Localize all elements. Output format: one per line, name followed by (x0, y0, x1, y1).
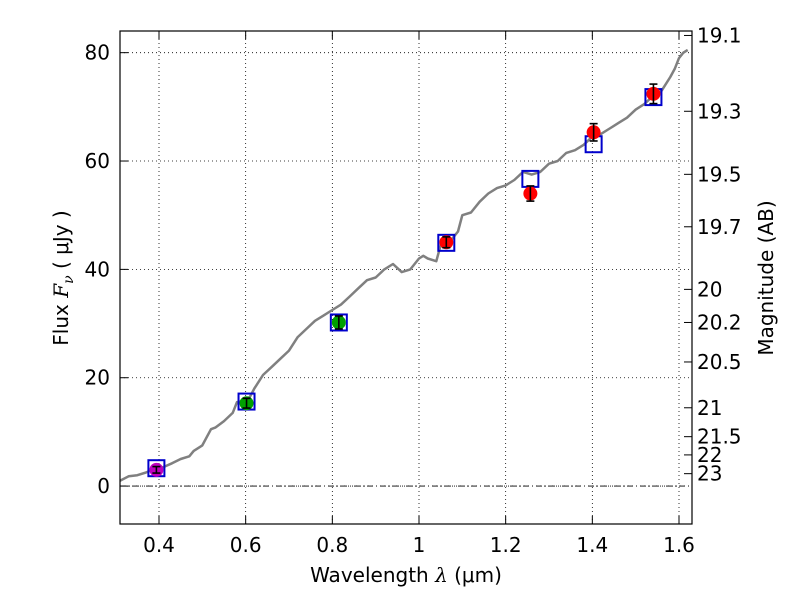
y2-axis-title: Magnitude (AB) (754, 200, 778, 355)
x-tick-label: 1 (413, 533, 426, 557)
plot-area (119, 48, 689, 482)
y2-tick-label: 21 (697, 396, 722, 420)
spectrum-line (119, 48, 689, 482)
x-tick-label: 1.6 (663, 533, 695, 557)
model-photometry-square (329, 313, 348, 332)
x-axis-title: Wavelength λ (μm) (310, 563, 502, 587)
y-tick-label: 40 (85, 257, 110, 281)
y2-tick-label: 21.5 (697, 425, 742, 449)
y2-tick-label: 22 (697, 443, 722, 467)
y-axis-left: 0 20 40 60 80 (85, 41, 128, 498)
y2-tick-label: 19.5 (697, 162, 742, 186)
y-axis-title: Flux Fν ( μJy ) (49, 210, 77, 345)
plot-frame (119, 30, 693, 525)
model-photometry-square (437, 233, 456, 252)
y-tick-label: 60 (85, 149, 110, 173)
y2-tick-label: 19.1 (697, 23, 742, 47)
y-tick-label: 20 (85, 366, 110, 390)
y2-tick-label: 20.2 (697, 310, 742, 334)
x-tick-label: 0.8 (316, 533, 348, 557)
grid (120, 31, 692, 524)
x-tick-label: 1.2 (490, 533, 522, 557)
y2-tick-label: 23 (697, 462, 722, 486)
x-tick-label: 0.4 (143, 533, 175, 557)
x-tick-label: 0.6 (230, 533, 262, 557)
y2-tick-label: 19.3 (697, 99, 742, 123)
y2-tick-label: 20 (697, 277, 722, 301)
x-tick-label: 1.4 (576, 533, 608, 557)
y-tick-label: 80 (85, 41, 110, 65)
x-axis: 0.4 0.6 0.8 1 1.2 1.4 1.6 (143, 31, 695, 557)
y-tick-label: 0 (97, 474, 110, 498)
y2-tick-label: 19.7 (697, 215, 742, 239)
y2-tick-label: 20.5 (697, 350, 742, 374)
